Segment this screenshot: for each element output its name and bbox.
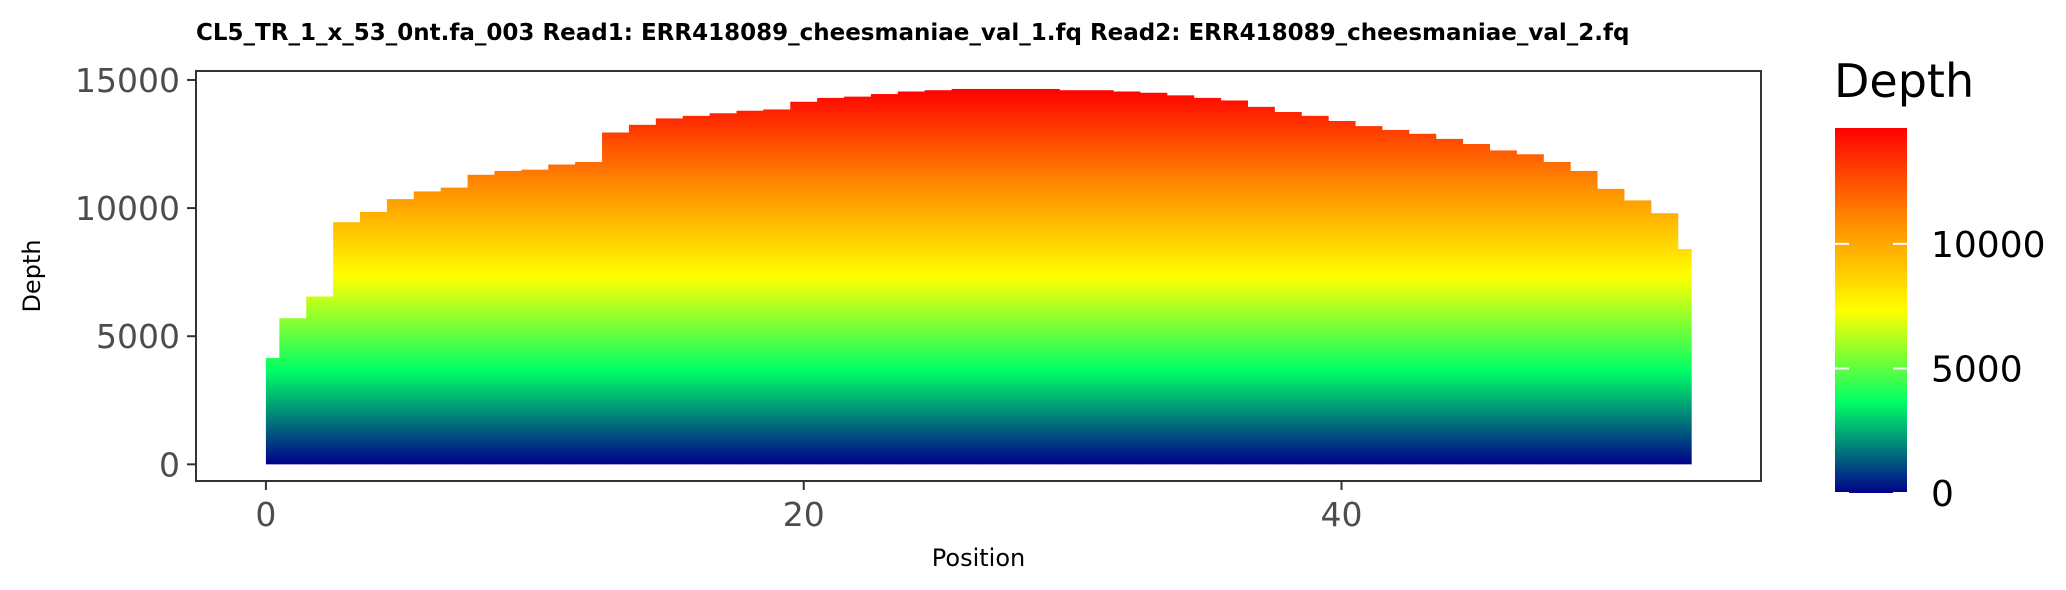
depth-bar: [1139, 92, 1168, 465]
depth-bar: [1220, 100, 1249, 465]
depth-bar: [386, 199, 415, 465]
depth-bar: [628, 124, 657, 465]
depth-bar: [413, 191, 442, 465]
depth-bar: [440, 187, 469, 465]
depth-bar: [1462, 144, 1491, 465]
depth-bar: [1596, 188, 1625, 465]
depth-bar: [1489, 150, 1517, 465]
legend-title: Depth: [1834, 54, 1974, 108]
depth-bar: [1301, 115, 1329, 465]
depth-bar: [1247, 106, 1275, 465]
y-tick-label: 5000: [96, 317, 180, 356]
depth-bar: [897, 91, 926, 465]
depth-bar: [870, 94, 899, 465]
depth-bar: [1623, 200, 1652, 465]
depth-bar: [844, 96, 872, 465]
coverage-area: [265, 88, 1692, 465]
chart-title: CL5_TR_1_x_53_0nt.fa_003 Read1: ERR41808…: [196, 20, 1630, 46]
depth-bar: [1650, 213, 1679, 465]
depth-bar: [333, 222, 361, 465]
depth-bar: [467, 174, 496, 465]
y-tick-label: 10000: [75, 189, 180, 228]
legend-tick-label: 5000: [1931, 349, 2023, 390]
depth-bar: [1032, 88, 1060, 465]
legend-ticks: 0 5000 10000: [1835, 225, 2046, 515]
depth-bar: [360, 211, 388, 465]
legend-tick-label: 10000: [1931, 225, 2046, 266]
depth-bar: [736, 110, 764, 465]
legend: Depth 0 5000 10000: [1834, 54, 2046, 515]
depth-bar: [978, 88, 1006, 465]
depth-bar: [1677, 249, 1692, 465]
depth-bar: [817, 97, 845, 465]
y-tick-label: 15000: [75, 61, 180, 100]
depth-bar: [1274, 112, 1302, 465]
x-tick-label: 0: [255, 495, 276, 534]
depth-bar: [602, 132, 630, 465]
depth-bar: [790, 101, 818, 465]
depth-bar: [494, 170, 522, 465]
y-axis: 0 5000 10000 15000: [75, 61, 196, 484]
depth-bar: [1166, 95, 1195, 465]
depth-bar: [1354, 126, 1383, 465]
depth-bar: [1059, 90, 1087, 465]
depth-bar: [924, 90, 953, 465]
y-tick-label: 0: [159, 445, 180, 484]
depth-bar: [1328, 120, 1356, 465]
legend-colorbar: [1835, 128, 1907, 493]
depth-bar: [1005, 88, 1033, 465]
depth-bar: [306, 296, 334, 465]
depth-bar: [279, 318, 307, 465]
depth-bar: [1112, 91, 1141, 465]
depth-bar: [1570, 170, 1598, 465]
depth-bar: [1381, 129, 1410, 465]
depth-bar: [1086, 90, 1114, 465]
depth-bar: [709, 113, 738, 465]
depth-bar: [548, 164, 576, 465]
x-tick-label: 40: [1321, 495, 1363, 534]
x-axis-title: Position: [932, 544, 1025, 572]
depth-bar: [763, 109, 791, 465]
depth-bar: [1516, 154, 1544, 465]
depth-bar: [1435, 138, 1464, 465]
depth-bar: [682, 115, 711, 465]
plot-border: [195, 70, 1762, 482]
depth-bar: [575, 161, 603, 465]
depth-bar: [655, 118, 684, 465]
depth-bar: [1193, 97, 1222, 465]
depth-bar: [265, 358, 280, 465]
x-tick-label: 20: [783, 495, 825, 534]
y-axis-title: Depth: [18, 239, 46, 312]
depth-bar: [951, 88, 980, 465]
depth-bar: [521, 169, 549, 465]
x-axis: 0 20 40: [255, 481, 1363, 534]
legend-tick-label: 0: [1931, 474, 1954, 515]
depth-bar: [1543, 161, 1571, 465]
depth-bar: [1408, 133, 1437, 465]
